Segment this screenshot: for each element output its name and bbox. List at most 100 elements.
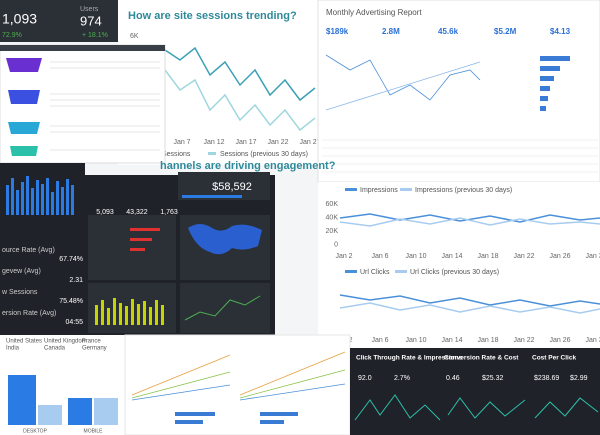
x-label: Jan 18 [477, 253, 498, 260]
ad-report-card [317, 0, 600, 183]
metric-label: ource Rate (Avg) [2, 247, 55, 254]
legend-text: Sessions [162, 151, 191, 158]
country: United States [6, 339, 42, 345]
metric-value: 67.74% [59, 256, 83, 263]
legend-swatch [208, 152, 216, 155]
x-label: Jan 14 [441, 337, 462, 344]
metric-label: w Sessions [1, 289, 38, 296]
funnel-step [8, 122, 40, 134]
table-lines [50, 61, 160, 151]
country: India [6, 346, 20, 352]
ppc-title: Click Through Rate & Impressions [356, 355, 463, 362]
x-label: Jan 18 [477, 337, 498, 344]
ppc-value: $238.69 [534, 375, 559, 382]
x-label: Jan 22 [513, 337, 534, 344]
small-bars [175, 412, 298, 424]
blue-bars [6, 176, 74, 215]
legend-text: Impressions [360, 187, 398, 194]
sessions-title: How are site sessions trending? [128, 10, 297, 22]
ppc-value: 92.0 [358, 375, 372, 382]
metric-value: 04:55 [65, 319, 83, 326]
x-label: Jan 30 [585, 337, 600, 344]
x-label: Jan 12 [203, 139, 224, 146]
country: Canada [44, 346, 66, 352]
stat: 5,093 [96, 209, 114, 216]
device-bar [38, 405, 62, 425]
kpi: $5.2M [494, 27, 517, 36]
y-label: 6K [130, 33, 139, 40]
legend-text: Url Clicks [360, 269, 390, 276]
metric-value: 75.48% [59, 298, 83, 305]
ppc-value: 2.7% [394, 375, 410, 382]
ppc-value: $2.99 [570, 375, 588, 382]
trend-card [124, 334, 351, 435]
x-label: Jan 6 [371, 253, 388, 260]
legend-swatch [400, 188, 412, 191]
x-label: Jan 10 [405, 337, 426, 344]
kpi-label: Users [80, 6, 99, 13]
ppc-line [447, 397, 526, 419]
ppc-value: 0.46 [446, 375, 460, 382]
x-label: Jan 2 [335, 253, 352, 260]
x-label: Jan 7 [173, 139, 190, 146]
device-label: DESKTOP [23, 428, 47, 434]
stat: 43,322 [126, 209, 148, 216]
ppc-title: Conversion Rate & Cost [444, 355, 519, 362]
kpi: $4.13 [550, 27, 571, 36]
y-label: 40K [326, 214, 339, 221]
sessions-line [164, 46, 316, 102]
kpi-panel [0, 0, 118, 42]
kpi-value: 1,093 [2, 11, 37, 27]
country: France [82, 339, 101, 345]
kpi: 45.6k [438, 27, 459, 36]
yellow-bars [95, 298, 164, 325]
x-label: Jan 17 [235, 139, 256, 146]
legend-text: Impressions (previous 30 days) [415, 187, 512, 194]
y-label: 0 [334, 241, 338, 248]
world-map [188, 224, 262, 255]
x-label: Jan 30 [585, 253, 600, 260]
legend-swatch [395, 270, 407, 273]
legend-swatch [345, 270, 357, 273]
kpi: 2.8M [382, 27, 400, 36]
ad-table [322, 139, 598, 173]
device-bar [68, 398, 92, 425]
ad-trend [325, 61, 481, 111]
metric-value: 2.31 [69, 277, 83, 284]
card-header [0, 45, 165, 51]
table-tile [88, 215, 176, 280]
kpi-change: + 18.1% [82, 32, 108, 39]
ad-report-title: Monthly Advertising Report [326, 8, 422, 17]
x-label: Jan 22 [267, 139, 288, 146]
ppc-line [534, 397, 599, 419]
x-label: Jan 14 [441, 253, 462, 260]
ppc-line [354, 394, 441, 421]
table-bars [130, 228, 160, 251]
ad-bars [540, 56, 570, 111]
clicks-prev-line [339, 302, 600, 314]
x-label: Jan 26 [549, 337, 570, 344]
progress [182, 195, 242, 198]
device-label: MOBILE [84, 428, 104, 434]
country: United Kingdom [44, 339, 87, 345]
kpi-change: 72.9% [2, 32, 22, 39]
x-label: Jan 6 [371, 337, 388, 344]
stat: 1,763 [160, 209, 178, 216]
x-label: Jan 22 [513, 253, 534, 260]
scatter-tile [180, 283, 270, 333]
green-line [184, 295, 261, 321]
impressions-line [339, 213, 600, 223]
impressions-prev-line [339, 217, 600, 227]
device-bar [8, 375, 36, 425]
x-label: Jan 26 [549, 253, 570, 260]
traffic-card [318, 182, 600, 348]
device-bar [94, 398, 118, 425]
kpi: $189k [326, 27, 349, 36]
trend-lines [131, 351, 346, 401]
y-label: 20K [326, 228, 339, 235]
ppc-panel [350, 348, 600, 435]
funnel-step [10, 146, 38, 156]
revenue-value: $58,592 [212, 181, 252, 193]
